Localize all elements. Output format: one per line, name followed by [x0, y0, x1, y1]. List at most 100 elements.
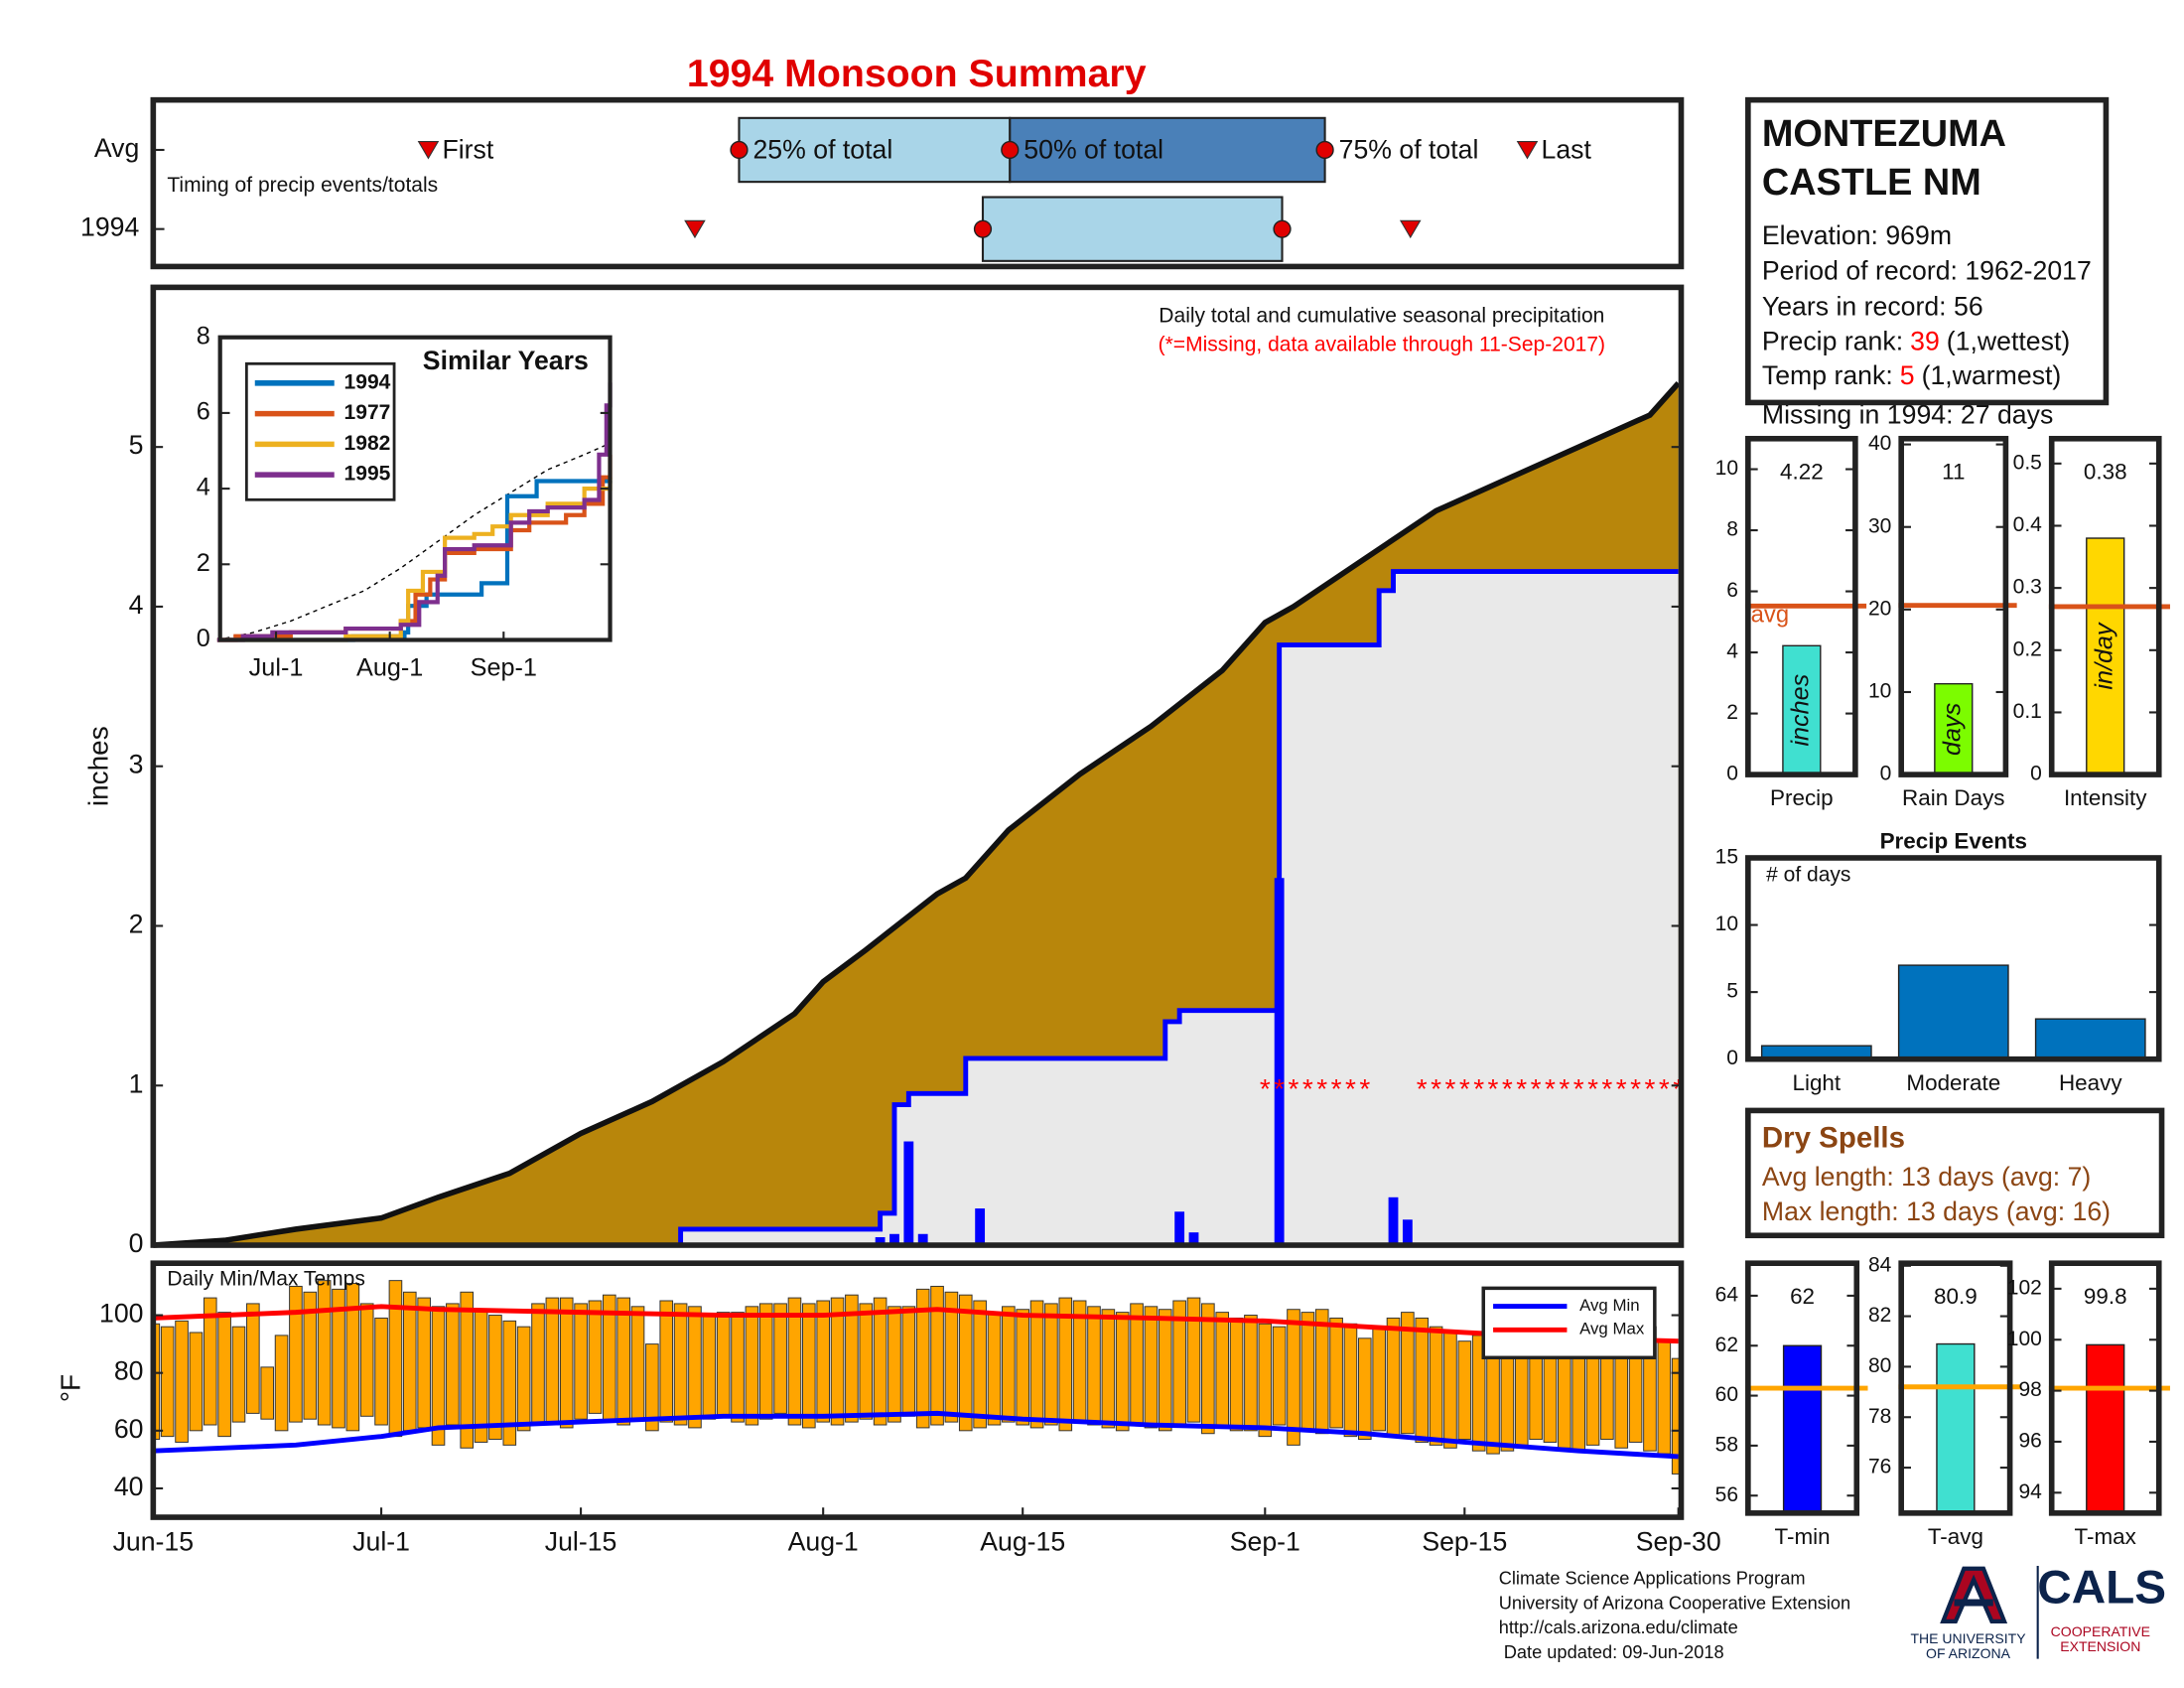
temp-bar: [1272, 1326, 1287, 1426]
y-tick-label: 6: [197, 398, 210, 426]
temp-bar: [1186, 1297, 1201, 1423]
temp-bar: [217, 1312, 231, 1438]
temp-bar: [359, 1303, 374, 1417]
temp-bar: [830, 1297, 845, 1426]
missing-marker: *: [1289, 1073, 1299, 1104]
row-label: Avg: [94, 133, 139, 163]
temp-bar: [289, 1285, 303, 1423]
temp-bar: [1386, 1317, 1401, 1438]
logo-university: THE UNIVERSITY: [1910, 1630, 2026, 1646]
y-tick-label: 10: [1715, 913, 1738, 935]
missing-marker: *: [1473, 1073, 1484, 1104]
quantile-marker: [730, 140, 749, 160]
legend-label: Avg Max: [1579, 1320, 1645, 1338]
missing-marker: *: [1630, 1073, 1641, 1104]
series-label: First: [442, 134, 493, 164]
temp-bar: [1300, 1312, 1315, 1432]
quantile-box: [981, 196, 1284, 262]
station-name: MONTEZUMA: [1762, 113, 2006, 155]
temp-bar: [1401, 1312, 1415, 1435]
temp-bar: [702, 1315, 717, 1420]
y-tick-label: 58: [1715, 1433, 1738, 1456]
temp-bar: [274, 1335, 289, 1432]
quantile-marker: [1001, 140, 1020, 160]
value-label: 62: [1790, 1284, 1815, 1309]
y-tick-label: 94: [2018, 1480, 2042, 1503]
temp-bar: [153, 1323, 161, 1441]
inset-title: Similar Years: [423, 346, 589, 375]
logo-university: OF ARIZONA: [1926, 1645, 2011, 1661]
missing-marker: *: [1444, 1073, 1455, 1104]
x-tick-label: Jul-1: [352, 1527, 410, 1557]
y-tick-label: 2: [197, 549, 210, 577]
y-tick-label: 0.1: [2013, 700, 2042, 723]
missing-marker: *: [1260, 1073, 1271, 1104]
logo-cals: CALS: [2037, 1562, 2166, 1615]
y-tick-label: 62: [1715, 1334, 1738, 1356]
y-tick-label: 64: [1715, 1283, 1739, 1306]
temp-bar: [1486, 1343, 1500, 1455]
quantile-marker: [1273, 219, 1292, 238]
note: (*=Missing, data available through 11-Se…: [1159, 334, 1605, 356]
temp-bar: [474, 1309, 488, 1443]
temp-bar: [802, 1303, 816, 1429]
frame: [150, 284, 1685, 1248]
temp-bar: [758, 1303, 773, 1420]
value-label: 80.9: [1934, 1284, 1978, 1309]
y-tick-label: 15: [1715, 846, 1738, 869]
daily-bar: [1274, 878, 1285, 1246]
event-marker: [1516, 141, 1539, 160]
x-tick-label: Sep-30: [1636, 1527, 1721, 1557]
temp-bar: [859, 1303, 874, 1420]
y-tick-label: 0.5: [2013, 451, 2042, 474]
y-tick-label: 60: [1715, 1383, 1738, 1406]
temp-bar: [402, 1291, 417, 1432]
rank-label: Temp rank:: [1762, 360, 1893, 390]
dry-spells-line: Max length: 13 days (avg: 16): [1762, 1196, 2111, 1226]
footer-line: Date updated: 09-Jun-2018: [1499, 1642, 1724, 1662]
y-tick-label: 10: [1715, 457, 1738, 480]
temp-bar: [973, 1300, 987, 1429]
y-axis-label: inches: [82, 726, 113, 806]
temp-bar: [1443, 1332, 1457, 1449]
missing-marker: *: [1659, 1073, 1670, 1104]
series-label: 50% of total: [1024, 134, 1163, 164]
bar: [1782, 644, 1822, 775]
ua-logo: [1940, 1565, 2039, 1659]
bar-label: inches: [1786, 673, 1814, 746]
y-tick-label: 80: [114, 1356, 144, 1386]
temp-bar: [630, 1306, 645, 1420]
temp-bar: [231, 1326, 246, 1423]
footer-line: University of Arizona Cooperative Extens…: [1499, 1594, 1850, 1614]
x-tick-label: Aug-1: [788, 1527, 859, 1557]
missing-marker: *: [1645, 1073, 1656, 1104]
temp-bar: [1101, 1309, 1116, 1429]
temp-bar: [1357, 1337, 1372, 1441]
y-tick-label: 84: [1868, 1253, 1892, 1276]
category-label: Precip: [1770, 785, 1834, 810]
temp-bar: [1329, 1317, 1343, 1429]
frame: [2048, 435, 2162, 777]
x-tick-label: Aug-15: [980, 1527, 1065, 1557]
y-tick-label: 0.3: [2013, 576, 2042, 599]
frame: [1745, 435, 1858, 777]
temp-bar: [588, 1300, 603, 1414]
series-label: 25% of total: [752, 134, 892, 164]
temp-bar: [502, 1320, 517, 1446]
frame: [1745, 1260, 1860, 1516]
legend-label: 1994: [344, 370, 391, 393]
frame: [1898, 1260, 2013, 1516]
missing-marker: *: [1331, 1073, 1342, 1104]
temp-bar: [673, 1303, 688, 1426]
y-tick-label: 98: [2018, 1378, 2041, 1401]
temp-bar: [1600, 1346, 1614, 1441]
event-marker: [417, 141, 440, 160]
event-marker: [1399, 219, 1422, 239]
temp-bar: [688, 1306, 702, 1429]
y-tick-label: 5: [1726, 980, 1738, 1003]
temp-bar: [1058, 1297, 1073, 1432]
temp-bar: [1244, 1315, 1258, 1432]
y-tick-label: 102: [2007, 1276, 2042, 1299]
avg-line: [153, 1304, 1679, 1344]
